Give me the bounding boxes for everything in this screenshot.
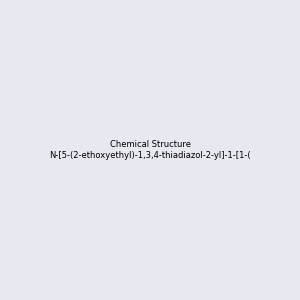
Text: Chemical Structure
N-[5-(2-ethoxyethyl)-1,3,4-thiadiazol-2-yl]-1-[1-(: Chemical Structure N-[5-(2-ethoxyethyl)-…: [49, 140, 251, 160]
